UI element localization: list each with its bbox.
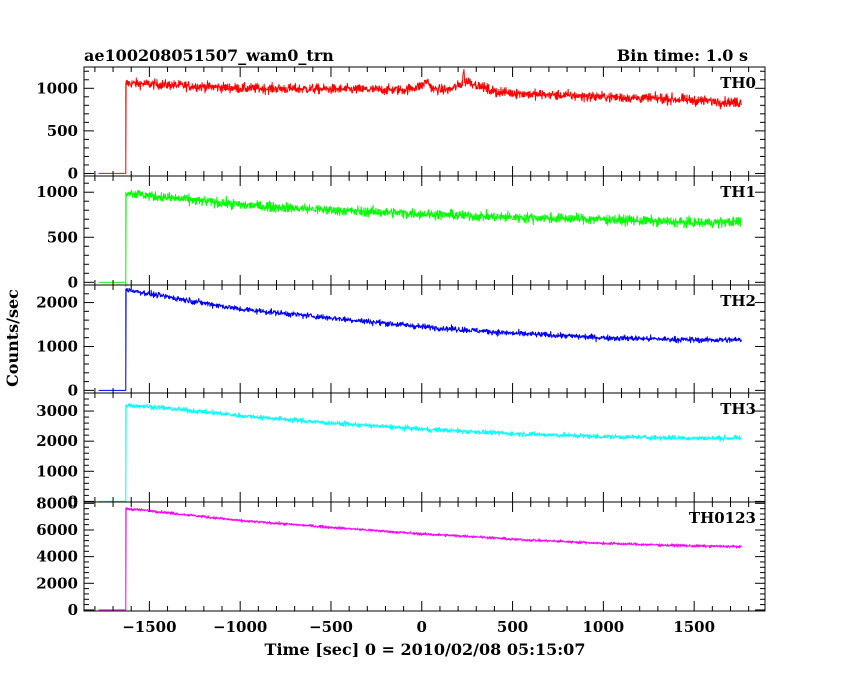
y-tick-label: 1000	[36, 183, 78, 201]
x-tick-label: 0	[417, 618, 427, 636]
series-line-th1	[98, 189, 742, 288]
series-line-th3	[98, 403, 742, 503]
y-tick-label: 500	[47, 228, 78, 246]
y-tick-label: 2000	[36, 432, 78, 450]
panel-frame	[83, 501, 766, 612]
y-tick-label: 0	[68, 601, 78, 619]
y-tick-label: 6000	[36, 521, 78, 539]
panel-th0: 0 500 1000 TH0	[36, 66, 766, 182]
x-tick-label: −1500	[122, 618, 176, 636]
series-line-th0	[98, 68, 742, 174]
y-tick-label: 1000	[36, 462, 78, 480]
bin-time-label: Bin time: 1.0 s	[617, 46, 748, 65]
panel-label-th3: TH3	[720, 400, 756, 418]
panel-label-th1: TH1	[720, 183, 756, 201]
y-tick-label: 0	[68, 273, 78, 291]
x-tick-label: −1000	[213, 618, 267, 636]
y-tick-label: 2000	[36, 294, 78, 312]
y-tick-label: 4000	[36, 548, 78, 566]
panel-th0123: 0 2000 4000 6000 8000 TH0123	[36, 494, 766, 619]
x-tick-label: 1500	[673, 618, 715, 636]
panel-th3: 0 1000 2000 3000 TH3	[36, 392, 766, 510]
y-tick-label: 0	[68, 381, 78, 399]
y-axis-title: Counts/sec	[3, 289, 22, 387]
y-tick-label: 1000	[36, 79, 78, 97]
panel-label-th0123: TH0123	[689, 509, 756, 527]
y-tick-label: 3000	[36, 402, 78, 420]
x-tick-label: −500	[309, 618, 353, 636]
x-tick-label: 500	[497, 618, 528, 636]
panel-label-th0: TH0	[720, 74, 756, 92]
y-tick-label: 500	[47, 122, 78, 140]
x-tick-label: 1000	[583, 618, 625, 636]
chart-title: ae100208051507_wam0_trn	[84, 46, 334, 65]
y-tick-label: 8000	[36, 494, 78, 512]
panel-label-th2: TH2	[720, 292, 756, 310]
y-tick-label: 0	[68, 164, 78, 182]
y-tick-label: 1000	[36, 337, 78, 355]
x-axis-title: Time [sec] 0 = 2010/02/08 05:15:07	[265, 640, 586, 659]
y-tick-label: 2000	[36, 574, 78, 592]
panel-th2: 0 1000 2000 TH2	[36, 284, 766, 399]
panel-th1: 0 500 1000 TH1	[36, 175, 766, 291]
y-tick-label: 0	[68, 492, 78, 510]
series-line-th2	[98, 288, 742, 391]
series-line-th0123	[98, 506, 742, 611]
panel-frame	[83, 175, 766, 286]
